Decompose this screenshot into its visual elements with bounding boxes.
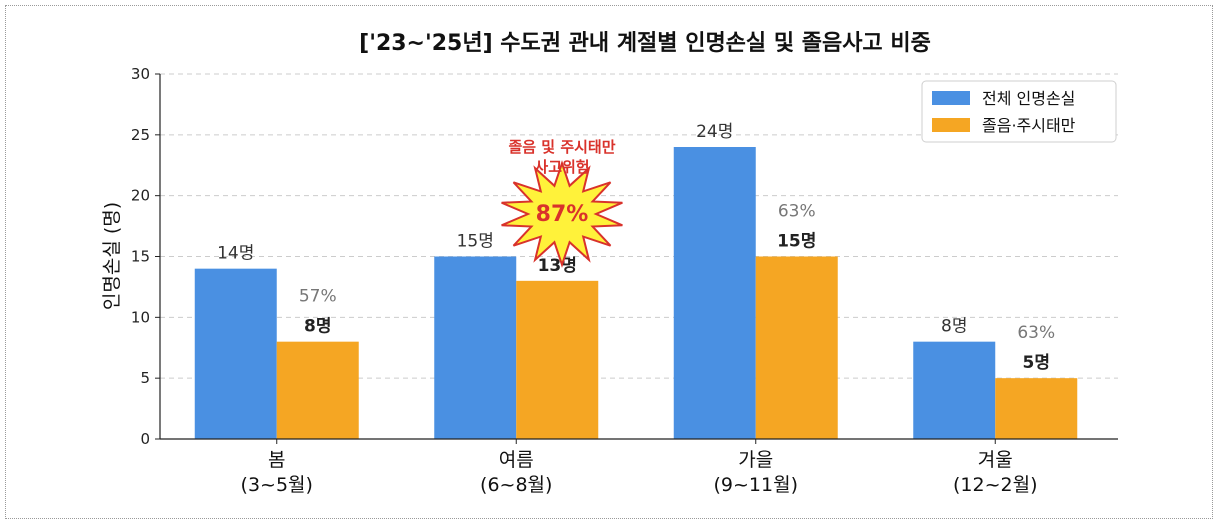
x-category-period: (12~2월)	[953, 474, 1038, 496]
total-value-label: 24명	[696, 122, 733, 142]
bar-drowsy	[755, 256, 838, 439]
risk-annotation: 졸음 및 주시태만 사고위험 87%	[501, 138, 623, 268]
drowsy-value-label: 15명	[777, 232, 816, 252]
y-tick-label: 0	[140, 430, 150, 448]
x-category-label: 여름	[499, 449, 534, 471]
bar-total	[913, 341, 996, 439]
legend: 전체 인명손실 졸음·주시태만	[921, 80, 1117, 143]
percent-label: 63%	[1017, 323, 1055, 343]
chart-frame	[5, 5, 1213, 519]
burst-percent: 87%	[536, 202, 589, 227]
legend-label-total: 전체 인명손실	[982, 89, 1075, 108]
x-category-label: 봄	[268, 449, 285, 471]
bar-total	[434, 256, 517, 439]
x-category-period: (6~8월)	[480, 474, 552, 496]
legend-box	[921, 80, 1117, 143]
y-tick-label: 25	[131, 126, 150, 144]
annotation-line-2: 사고위험	[534, 158, 589, 176]
x-category-label: 가을	[738, 449, 773, 471]
starburst-shape	[501, 160, 623, 268]
x-category-label: 겨울	[978, 449, 1013, 471]
percent-label: 57%	[299, 287, 337, 307]
drowsy-value-label: 5명	[1023, 353, 1050, 373]
gridlines	[160, 73, 1118, 379]
y-tick-label: 10	[131, 308, 150, 326]
bar-drowsy	[516, 280, 599, 439]
bar-total	[194, 268, 277, 439]
y-tick-label: 30	[131, 65, 150, 83]
drowsy-value-label: 13명	[538, 256, 577, 276]
y-tick-label: 15	[131, 248, 150, 266]
chart-title: ['23~'25년] 수도권 관내 계절별 인명손실 및 졸음사고 비중	[359, 31, 931, 56]
percent-label: 63%	[778, 202, 816, 222]
y-tick-label: 20	[131, 187, 150, 205]
legend-label-drowsy: 졸음·주시태만	[982, 116, 1076, 135]
total-value-label: 14명	[217, 244, 254, 264]
x-category-period: (3~5월)	[241, 474, 313, 496]
bar-drowsy	[995, 378, 1078, 439]
x-category-period: (9~11월)	[714, 474, 799, 496]
y-axis-label: 인명손실 (명)	[101, 202, 123, 310]
value-labels: 14명 8명 57% 15명 13명 24명 15명 63% 8명 5명 63%	[217, 122, 1055, 373]
bar-drowsy	[276, 341, 359, 439]
x-axis-categories: 봄 (3~5월) 여름 (6~8월) 가을 (9~11월) 겨울 (12~2월)	[241, 439, 1038, 496]
bar-total	[673, 147, 756, 439]
legend-swatch-drowsy	[932, 118, 970, 132]
y-axis-ticks: 0 5 10 15 20 25 30	[131, 65, 160, 448]
legend-swatch-total	[932, 91, 970, 105]
annotation-line-1: 졸음 및 주시태만	[508, 138, 615, 156]
drowsy-value-label: 8명	[304, 317, 331, 337]
bars	[194, 147, 1078, 439]
y-tick-label: 5	[140, 369, 150, 387]
total-value-label: 8명	[941, 317, 967, 337]
total-value-label: 15명	[457, 232, 494, 252]
